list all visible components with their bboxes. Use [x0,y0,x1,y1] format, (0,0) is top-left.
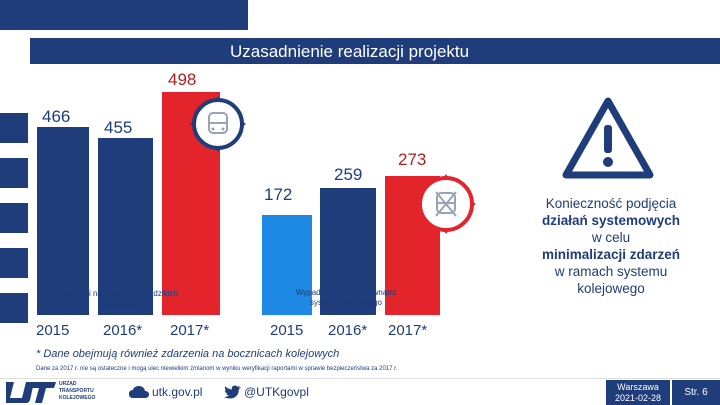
left-decor-square [0,158,28,188]
tick-label-chart1-2016: 2016* [103,322,143,339]
twitter-icon [224,384,242,400]
tick-label-chart2-2017: 2017* [388,322,428,339]
left-decor-square [0,113,28,143]
tick-label-chart1-2015: 2015 [36,322,70,339]
bar-chart2-2016 [320,188,376,315]
warning-icon [560,95,656,181]
top-decor-bar [0,0,248,30]
left-decor-square [0,203,28,233]
value-label-chart1-2015: 466 [42,107,71,126]
logo-sub-text: URZĄD [59,381,77,387]
page-number: Str. 6 [672,380,720,405]
city-date-box: Warszawa 2021-02-28 [606,380,670,405]
value-label-chart2-2017: 273 [398,150,427,169]
page-title: Uzasadnienie realizacji projektu [230,42,470,61]
right-panel-line: Konieczność podjęcia [545,196,677,211]
right-panel-text: Konieczność podjęcia działań systemowych… [520,195,702,297]
bar-chart1-2016 [98,138,153,315]
value-label-chart2-2015: 172 [264,185,293,204]
title-bar [30,38,720,64]
footnote-small: Dane za 2017 r. nie są ostateczne i mogą… [36,366,398,372]
logo-sub-text: TRANSPORTU [59,388,94,394]
train-icon [416,174,476,234]
right-panel-line: działań systemowych [541,213,681,228]
value-label-chart2-2016: 259 [334,165,363,184]
footer-divider [0,378,720,379]
footer-city: Warszawa [617,382,659,392]
right-panel-line: w ramach systemu [554,264,668,279]
bar-chart2-2015 [262,215,312,315]
footer-date: 2021-02-28 [614,393,662,403]
footnote: * Dane obejmują również zdarzenia na boc… [36,348,340,360]
left-decor-square [0,293,28,323]
website-link[interactable]: utk.gov.pl [152,385,203,399]
right-panel-line: w celu [591,230,631,245]
value-label-chart1-2016: 455 [104,118,133,137]
tick-label-chart2-2015: 2015 [270,322,304,339]
utk-logo: URZĄD TRANSPORTU KOLEJOWEGO [2,378,102,405]
chart2-caption: Wypadki powstałe wewnątrz systemu kolejo… [295,288,397,307]
tick-label-chart1-2017: 2017* [170,322,210,339]
logo-sub-text: KOLEJOWEGO [59,395,96,401]
tick-label-chart2-2016: 2016* [328,322,368,339]
chart1-caption: Wypadki na przejazdach i dzikich przejśc… [60,289,178,308]
right-panel-line: kolejowego [577,281,645,296]
bar-chart1-2015 [37,127,89,315]
twitter-link[interactable]: @UTKgovpl [244,385,309,399]
value-label-chart1-2017: 498 [168,70,197,89]
left-decor-square [0,248,28,278]
train-icon [190,96,246,152]
right-panel-line: minimalizacji zdarzeń [541,247,681,262]
cloud-icon [128,384,150,400]
